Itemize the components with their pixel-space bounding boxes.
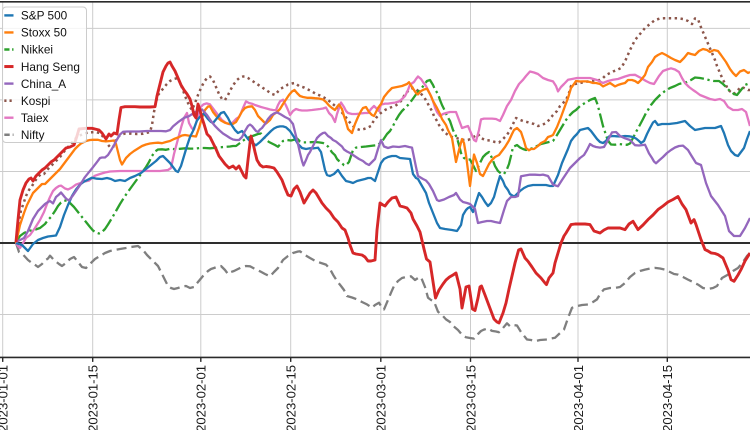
svg-text:Kospi: Kospi (21, 94, 51, 108)
svg-text:2023-03-01: 2023-03-01 (374, 365, 389, 430)
svg-text:Hang Seng: Hang Seng (21, 60, 80, 74)
svg-text:Nikkei: Nikkei (21, 43, 53, 57)
svg-text:2023-01-01: 2023-01-01 (0, 365, 11, 430)
svg-text:Taiex: Taiex (21, 111, 49, 125)
svg-text:2023-04-01: 2023-04-01 (571, 365, 586, 430)
svg-text:2023-03-15: 2023-03-15 (463, 365, 478, 430)
svg-text:China_A: China_A (21, 77, 66, 91)
svg-text:S&P 500: S&P 500 (21, 9, 68, 23)
svg-text:2023-01-15: 2023-01-15 (86, 365, 101, 430)
svg-text:2023-02-01: 2023-02-01 (194, 365, 209, 430)
svg-text:2023-04-15: 2023-04-15 (660, 365, 675, 430)
svg-text:Nifty: Nifty (21, 128, 45, 142)
svg-text:2023-02-15: 2023-02-15 (284, 365, 299, 430)
svg-text:Stoxx 50: Stoxx 50 (21, 26, 67, 40)
